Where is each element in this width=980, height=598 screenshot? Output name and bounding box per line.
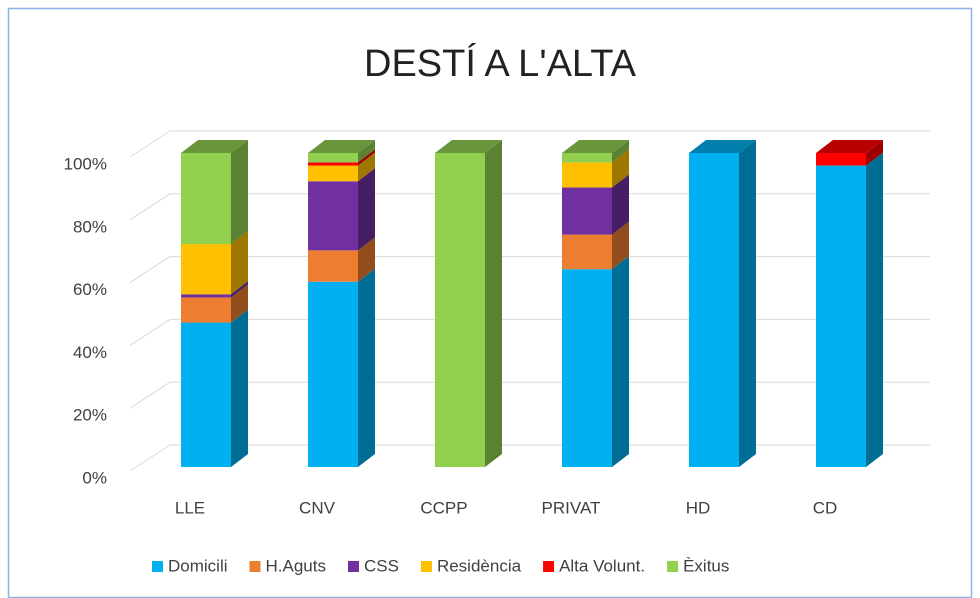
bar [816, 153, 866, 166]
legend-swatch [420, 561, 432, 572]
bar-side [485, 140, 502, 467]
bar [308, 281, 358, 467]
grid-line [129, 318, 171, 346]
bar [308, 153, 358, 163]
bar [308, 162, 358, 166]
legend-swatch [543, 561, 555, 572]
bar [181, 297, 231, 323]
bar [562, 153, 612, 163]
bar-top [689, 140, 756, 153]
grid-line [129, 193, 171, 221]
legend-label: CSS [364, 556, 399, 575]
bar [816, 165, 866, 467]
bar [308, 165, 358, 182]
legend-swatch [152, 561, 163, 572]
chart-title: DESTÍ A L'ALTA [364, 42, 637, 85]
bar-side [231, 309, 248, 467]
bar-side [231, 281, 248, 298]
x-tick-label: CCPP [420, 498, 467, 517]
bar-side [612, 174, 629, 235]
bar-side [866, 152, 883, 467]
bar-side [739, 140, 756, 467]
bar-top [308, 140, 375, 153]
y-tick-label: 40% [73, 343, 107, 362]
bar [181, 322, 231, 467]
bar-side [358, 152, 375, 182]
bar-side [612, 256, 629, 467]
bar [562, 162, 612, 188]
bar-side [358, 268, 375, 467]
legend-label: Domicili [168, 556, 228, 575]
grid-line [129, 130, 171, 158]
bar-side [231, 231, 248, 295]
bar-side [358, 140, 375, 163]
grid-line [129, 256, 171, 284]
bar [562, 269, 612, 467]
bar-top [562, 140, 629, 153]
legend-swatch [347, 561, 359, 572]
legend-label: Residència [437, 556, 522, 575]
bar [435, 153, 485, 467]
bar-top [816, 140, 883, 153]
x-tick-label: LLE [175, 498, 205, 517]
bar [181, 294, 231, 298]
x-tick-label: HD [686, 498, 711, 517]
bar-side [612, 140, 629, 163]
grid-line [129, 444, 171, 472]
bar [689, 153, 739, 467]
bar [181, 153, 231, 245]
bar-side [231, 284, 248, 323]
legend-swatch [667, 561, 679, 572]
bar-top [435, 140, 502, 153]
bar [562, 187, 612, 235]
x-tick-label: PRIVAT [542, 498, 601, 517]
y-tick-label: 20% [73, 406, 107, 425]
y-tick-label: 80% [73, 217, 107, 236]
bar-side [358, 168, 375, 251]
bar [308, 181, 358, 251]
y-tick-label: 60% [73, 280, 107, 299]
bar [308, 250, 358, 282]
y-tick-label: 100% [64, 154, 107, 173]
legend-swatch [249, 561, 261, 572]
legend-label: H.Aguts [266, 556, 326, 575]
y-tick-label: 0% [82, 468, 107, 487]
bar-top [181, 140, 248, 153]
legend-label: Alta Volunt. [559, 556, 645, 575]
bar [562, 234, 612, 270]
bar-side [612, 221, 629, 270]
bar-side [358, 237, 375, 282]
legend-label: Èxitus [683, 556, 729, 575]
bar [181, 244, 231, 295]
grid-line [129, 381, 171, 409]
bar-side [612, 149, 629, 188]
x-tick-label: CNV [299, 498, 336, 517]
bar-side [231, 140, 248, 245]
bar-side [866, 140, 883, 166]
bar-side [358, 149, 375, 166]
x-tick-label: CD [813, 498, 838, 517]
